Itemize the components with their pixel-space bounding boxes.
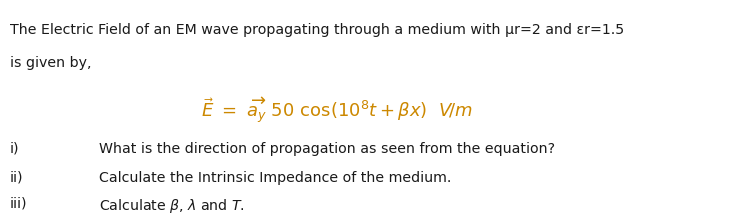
Text: Calculate the Intrinsic Impedance of the medium.: Calculate the Intrinsic Impedance of the… [99,170,452,185]
Text: What is the direction of propagation as seen from the equation?: What is the direction of propagation as … [99,142,555,156]
Text: The Electric Field of an EM wave propagating through a medium with μr=2 and εr=1: The Electric Field of an EM wave propaga… [10,23,624,37]
Text: $\vec{E}\ =\ \overrightarrow{a_y}\ 50\ \cos(10^8 t + \beta x)\ \ V\!/m$: $\vec{E}\ =\ \overrightarrow{a_y}\ 50\ \… [202,96,473,126]
Text: ii): ii) [10,170,23,185]
Text: is given by,: is given by, [10,56,91,70]
Text: i): i) [10,142,19,156]
Text: iii): iii) [10,197,27,211]
Text: Calculate $\beta$, $\lambda$ and $T$.: Calculate $\beta$, $\lambda$ and $T$. [99,197,245,215]
